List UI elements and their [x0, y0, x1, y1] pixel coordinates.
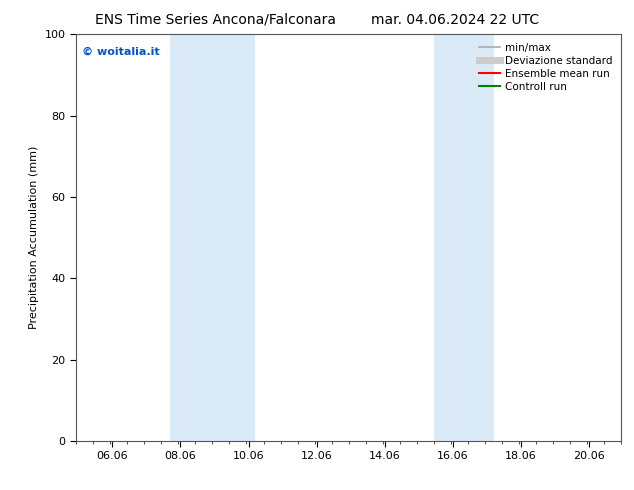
Text: © woitalia.it: © woitalia.it: [82, 47, 159, 56]
Bar: [434, 34, 493, 441]
Text: ENS Time Series Ancona/Falconara        mar. 04.06.2024 22 UTC: ENS Time Series Ancona/Falconara mar. 04…: [95, 12, 539, 26]
Y-axis label: Precipitation Accumulation (mm): Precipitation Accumulation (mm): [29, 146, 39, 329]
Bar: [170, 34, 255, 441]
Legend: min/max, Deviazione standard, Ensemble mean run, Controll run: min/max, Deviazione standard, Ensemble m…: [476, 40, 616, 95]
